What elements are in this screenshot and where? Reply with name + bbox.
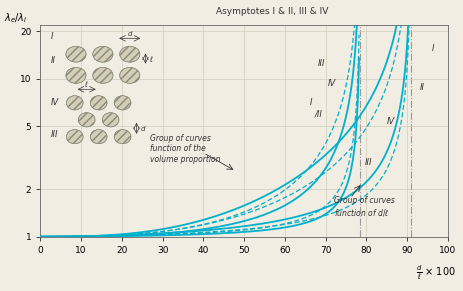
Text: $\frac{d}{\ell}$ × 100: $\frac{d}{\ell}$ × 100 [415, 264, 455, 283]
Text: II: II [419, 83, 424, 92]
Text: IV: IV [50, 98, 59, 107]
Text: Asymptotes I & II, III & IV: Asymptotes I & II, III & IV [216, 8, 328, 16]
Text: II: II [50, 56, 56, 65]
Text: /II: /II [313, 109, 321, 118]
Text: IV: IV [386, 117, 394, 126]
Text: Group of curves
function of $d/\ell$: Group of curves function of $d/\ell$ [333, 196, 394, 217]
Text: III: III [363, 158, 371, 167]
Text: I: I [431, 44, 433, 53]
Text: I: I [309, 98, 311, 107]
Text: III: III [317, 59, 324, 68]
Text: IV: IV [327, 79, 335, 88]
Text: I: I [50, 32, 53, 41]
Text: $\lambda_e/\lambda_i$: $\lambda_e/\lambda_i$ [4, 11, 28, 25]
Text: III: III [50, 130, 58, 139]
Text: Group of curves
function of the
volume proportion: Group of curves function of the volume p… [150, 134, 220, 164]
